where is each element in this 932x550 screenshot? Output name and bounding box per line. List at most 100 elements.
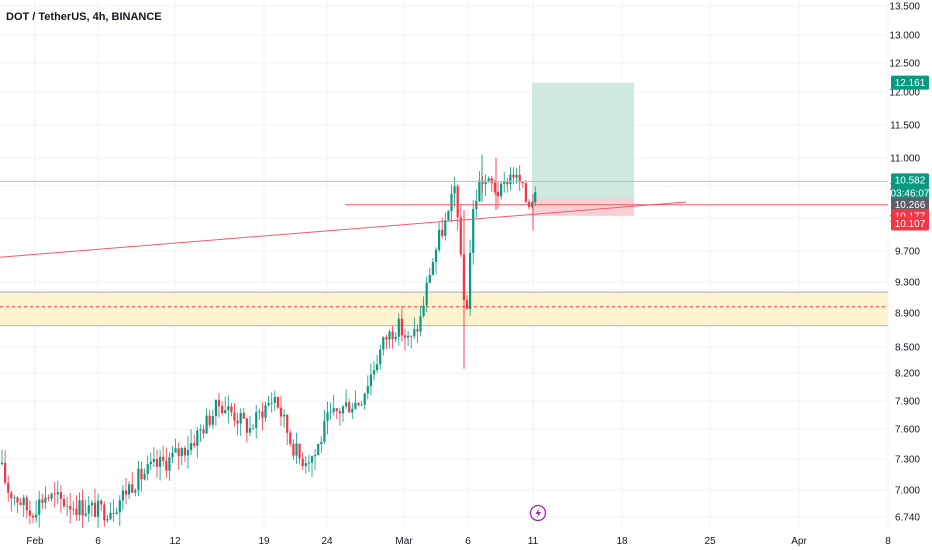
candle (351, 402, 354, 420)
stop-zone[interactable] (532, 198, 634, 216)
time-axis[interactable]: Feb 6 12 19 24 Mar 6 11 18 25 Apr 8 (26, 536, 891, 547)
chart-grid (0, 0, 889, 530)
candle (394, 332, 397, 343)
candle (425, 276, 428, 313)
x-tick-label: 18 (616, 536, 628, 547)
candle (199, 424, 202, 442)
candle (28, 500, 31, 525)
candle (310, 455, 314, 477)
price-tag-label: 10.582 (895, 175, 926, 186)
candle (186, 436, 190, 469)
candle (97, 493, 100, 529)
candle (416, 324, 419, 343)
candle (227, 395, 230, 424)
candle (326, 401, 329, 435)
candle (0, 449, 4, 466)
candle (69, 492, 72, 524)
candle (152, 447, 155, 468)
candle (50, 492, 53, 502)
candle (304, 456, 307, 474)
candle (7, 475, 10, 502)
candle (248, 415, 252, 436)
candle (56, 480, 59, 505)
y-tick-label: 13.000 (889, 31, 920, 42)
candle (155, 449, 159, 478)
candle (283, 409, 286, 428)
candle (183, 445, 186, 463)
candle (534, 186, 537, 207)
x-tick-label: 6 (465, 536, 471, 547)
x-tick-label: Feb (26, 536, 44, 547)
candle (137, 460, 140, 496)
candle (388, 329, 391, 349)
candle (224, 396, 227, 415)
candle (214, 399, 217, 426)
candle (115, 507, 118, 515)
candle (465, 294, 469, 310)
candle (447, 210, 450, 222)
x-tick-label: 11 (528, 536, 539, 547)
candle (38, 490, 41, 528)
candle (196, 426, 199, 459)
lightning-icon[interactable] (529, 504, 547, 522)
candle (419, 305, 422, 337)
candle (149, 452, 152, 471)
candle (252, 424, 255, 430)
candle (171, 446, 174, 464)
candle (279, 395, 283, 427)
candle (66, 496, 69, 517)
candle (500, 181, 503, 200)
candle (431, 257, 434, 276)
target-zone[interactable] (532, 82, 634, 205)
candles (0, 154, 537, 529)
candle (438, 221, 441, 253)
y-tick-label: 9.700 (895, 247, 920, 258)
candle (59, 484, 62, 513)
candle (267, 395, 270, 407)
candle (450, 184, 453, 223)
candle (44, 486, 47, 509)
candle (493, 179, 496, 195)
candle (112, 499, 115, 523)
candle (323, 409, 326, 444)
candle (143, 468, 146, 481)
candle (307, 454, 310, 473)
y-tick-label: 9.300 (895, 278, 920, 289)
candle (413, 317, 416, 339)
candle (434, 247, 438, 275)
candle (233, 403, 236, 427)
candle (524, 180, 527, 204)
x-tick-label: 6 (95, 536, 101, 547)
x-tick-label: 24 (321, 536, 333, 547)
candle (369, 363, 372, 395)
candle (490, 175, 493, 193)
y-tick-label: 7.900 (895, 397, 920, 408)
candle (202, 425, 205, 439)
x-tick-label: 12 (169, 536, 181, 547)
y-tick-label: 8.200 (895, 369, 920, 380)
chart-zones (0, 82, 888, 327)
candle (382, 336, 385, 356)
candle (338, 407, 341, 426)
candle (159, 449, 162, 481)
candle (478, 171, 481, 203)
candle (31, 513, 35, 524)
y-tick-label: 7.300 (895, 455, 920, 466)
candle (121, 484, 124, 511)
candle (453, 176, 456, 207)
candle (236, 412, 239, 436)
candle (286, 414, 289, 445)
candle (22, 494, 25, 517)
candle (354, 390, 357, 410)
candle (245, 417, 248, 443)
trendline[interactable] (0, 201, 687, 258)
candle (25, 494, 28, 519)
candle (205, 408, 208, 434)
price-tag-label: 10.107 (895, 219, 926, 230)
candle (428, 267, 431, 284)
candle (134, 488, 137, 497)
candle (521, 181, 524, 188)
y-tick-label: 6.740 (895, 513, 920, 524)
candle (90, 500, 93, 517)
